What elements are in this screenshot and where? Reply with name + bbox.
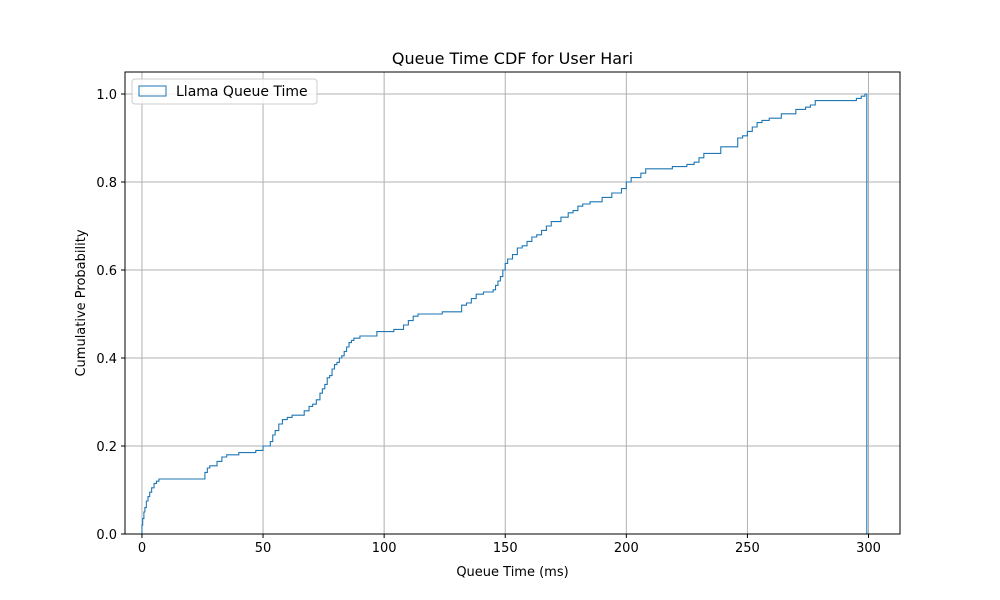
x-axis-label: Queue Time (ms) <box>456 565 568 580</box>
grid <box>125 72 900 535</box>
x-ticks: 0 50 100 150 200 250 300 <box>138 534 881 556</box>
x-tick-label: 250 <box>735 541 760 556</box>
x-tick-label: 300 <box>856 541 881 556</box>
y-tick-label: 0.2 <box>96 440 117 455</box>
y-ticks: 0.0 0.2 0.4 0.6 0.8 1.0 <box>96 88 125 543</box>
y-axis-label: Cumulative Probability <box>74 229 89 376</box>
y-tick-label: 1.0 <box>96 88 117 103</box>
x-tick-label: 100 <box>372 541 397 556</box>
x-tick-label: 200 <box>614 541 639 556</box>
chart-title: Queue Time CDF for User Hari <box>392 49 633 68</box>
x-tick-label: 150 <box>493 541 518 556</box>
y-tick-label: 0.0 <box>96 528 117 543</box>
y-tick-label: 0.4 <box>96 352 117 367</box>
cdf-series-line <box>141 93 868 534</box>
plot-frame <box>124 71 901 535</box>
x-tick-label: 0 <box>138 541 146 556</box>
series-layer <box>141 93 868 534</box>
x-tick-label: 50 <box>255 541 272 556</box>
legend-box <box>131 78 318 105</box>
legend: Llama Queue Time <box>131 78 318 105</box>
y-tick-label: 0.6 <box>96 264 117 279</box>
legend-label: Llama Queue Time <box>176 84 308 100</box>
legend-swatch <box>138 85 167 97</box>
y-tick-label: 0.8 <box>96 176 117 191</box>
